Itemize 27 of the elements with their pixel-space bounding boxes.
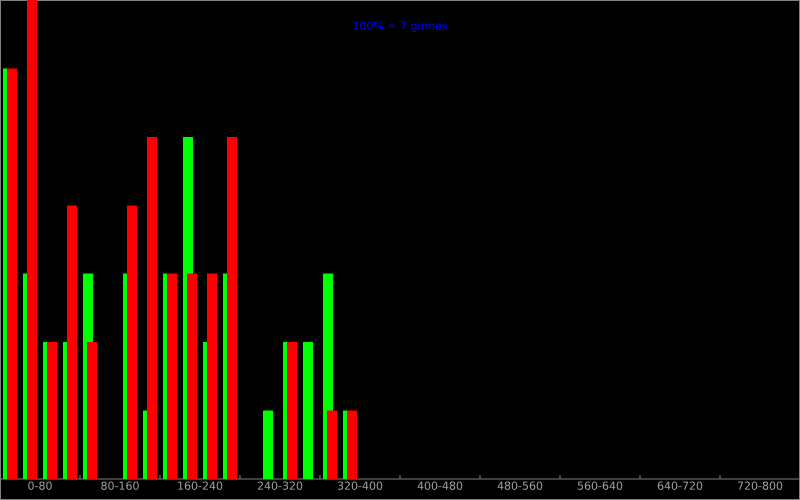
x-tick-label: 560-640	[578, 481, 622, 490]
bar	[263, 410, 274, 479]
bar	[67, 205, 78, 479]
x-tick-label: 640-720	[658, 481, 702, 490]
x-tick-label: 160-240	[178, 481, 222, 490]
bar	[147, 136, 158, 479]
x-tick-label: 480-560	[498, 481, 542, 490]
x-tick-label: 0-80	[28, 481, 52, 490]
x-tick-label: 80-160	[101, 481, 139, 490]
x-tick-label: 400-480	[418, 481, 462, 490]
bar	[47, 342, 58, 479]
x-tick-label: 720-800	[738, 481, 782, 490]
x-tick-label: 320-400	[338, 481, 382, 490]
bar	[287, 342, 298, 479]
bar	[167, 273, 178, 479]
bar	[327, 410, 338, 479]
bar	[227, 136, 238, 479]
bar	[127, 205, 138, 479]
bar	[87, 342, 98, 479]
x-tick-label: 240-320	[258, 481, 302, 490]
bar	[207, 273, 218, 479]
bar	[347, 410, 358, 479]
annotation: 100% = 7 games	[354, 22, 447, 32]
bar	[187, 273, 198, 479]
bar	[27, 0, 38, 479]
bar	[303, 342, 314, 479]
bar	[7, 68, 18, 479]
